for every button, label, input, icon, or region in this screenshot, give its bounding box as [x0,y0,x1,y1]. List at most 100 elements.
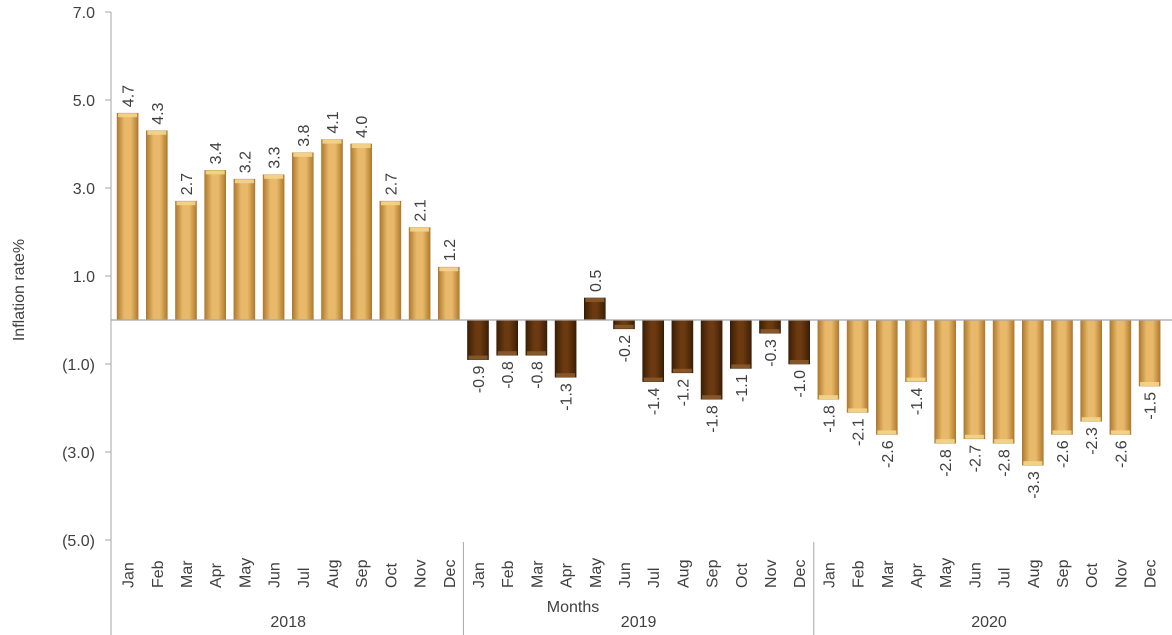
data-label: -2.8 [938,449,955,477]
bar-2020-may [934,319,957,444]
y-tick-label: 7.0 [73,5,95,22]
bar-bevel [176,201,196,206]
bar-bevel [264,174,284,179]
bar-bevel [585,298,605,302]
data-label: -2.1 [851,418,868,446]
month-label: Sep [1055,559,1072,588]
bar-2018-jul [291,152,314,321]
month-label: Jun [267,562,284,588]
bar-2020-dec [1138,319,1161,387]
month-label: Dec [442,560,459,588]
data-label: -1.4 [909,388,926,416]
bar-2020-mar [875,319,898,435]
month-label: Oct [1084,563,1101,588]
bar-bevel [410,227,430,232]
data-label: 4.7 [121,85,138,107]
data-labels: 4.7 4.3 2.7 3.4 3.2 3.3 3.8 4.1 4.0 2.7 2.1 1.2 -0.9… [121,85,1160,499]
bar-2020-jan [817,319,840,400]
data-label: 2.7 [179,173,196,195]
month-label: Aug [675,560,692,588]
bar-bevel [118,113,138,118]
data-label: -1.8 [821,405,838,433]
bar-bevel [1081,417,1101,422]
data-label: 2.7 [383,173,400,195]
data-label: -1.1 [734,374,751,402]
data-label: -3.3 [1026,471,1043,499]
bar-2018-sep [350,143,373,321]
month-label: Apr [909,562,926,588]
month-label: Jul [997,568,1014,588]
month-label: Oct [734,563,751,588]
bar-bevel [205,170,225,175]
bar-2019-sep [700,319,723,400]
bar-bevel [789,360,809,364]
data-label: 1.2 [442,239,459,261]
y-tick-label: (3.0) [62,445,95,462]
data-label: -1.4 [646,388,663,416]
bar-2018-oct [379,200,402,321]
bar-bevel [351,144,371,148]
month-label: Nov [1113,560,1130,588]
month-label: Apr [559,562,576,588]
y-tick-label: 1.0 [73,269,95,286]
data-label: 3.8 [296,124,313,146]
data-label: -2.6 [880,440,897,468]
bar-bevel [380,201,400,206]
data-label: 3.3 [267,146,284,168]
bar-2018-dec [437,266,460,321]
bar-2020-jun [963,319,986,440]
bar-2018-mar [175,200,197,321]
month-label: Nov [413,560,430,588]
bar-2020-nov [1109,319,1132,435]
month-label: Sep [705,559,722,588]
month-label: Aug [1026,560,1043,588]
bar-2018-feb [146,130,168,321]
month-label: Jul [646,568,663,588]
data-label: -0.9 [471,366,488,394]
bar-2019-aug [671,319,694,374]
bar-bevel [614,324,634,329]
data-label: -2.6 [1055,440,1072,468]
bar-bevel [1110,430,1130,435]
bar-bevel [526,351,546,356]
bar-2018-nov [408,227,431,321]
year-label: 2020 [971,614,1007,631]
data-label: -1.3 [559,383,576,411]
bar-bevel [497,351,517,356]
month-label: Feb [851,560,868,588]
bar-bevel [322,139,342,144]
data-label: -1.5 [1143,392,1160,420]
bar-2019-jan [467,319,489,360]
month-label: Jan [121,562,138,588]
bar-bevel [147,130,167,135]
bar-2020-jul [992,319,1015,444]
bar-bevel [964,434,984,439]
bar-2019-jul [642,319,665,382]
data-label: -0.8 [500,361,517,389]
bar-2019-apr [554,319,577,378]
data-label: 4.0 [354,116,371,138]
bar-bevel [643,377,663,382]
bar-bevel [848,408,868,413]
bar-bevel [731,364,751,369]
bar-2018-aug [321,139,343,321]
data-label: 2.1 [413,199,430,221]
month-label: Jan [821,562,838,588]
bar-bevel [906,377,926,382]
bar-bevel [1052,430,1072,435]
bar-bevel [818,395,838,400]
bar-2019-mar [525,319,548,356]
data-label: 0.5 [588,270,605,292]
bar-bevel [556,373,576,378]
month-label: May [938,558,955,588]
data-label: -2.7 [967,445,984,473]
month-label: Mar [529,560,546,588]
bar-bevel [1023,461,1043,466]
month-label: Mar [880,560,897,588]
year-label: 2019 [621,614,657,631]
bars [116,112,1161,466]
bar-bevel [702,395,722,400]
month-label: Nov [763,560,780,588]
y-axis-title: Inflation rate% [11,239,28,341]
